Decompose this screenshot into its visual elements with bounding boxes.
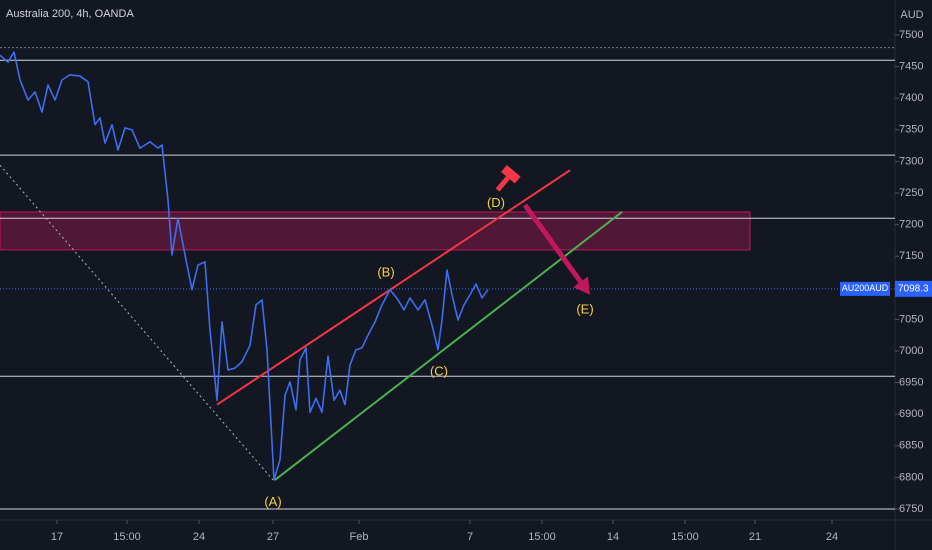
y-tick-label: 6750 bbox=[899, 503, 923, 515]
x-tick-label: 15:00 bbox=[113, 531, 141, 543]
y-tick-label: 6800 bbox=[899, 471, 923, 483]
y-tick-label: 7300 bbox=[899, 155, 923, 167]
symbol-tag-bg bbox=[840, 281, 890, 296]
x-tick-label: 17 bbox=[51, 531, 63, 543]
y-tick-label: 7250 bbox=[899, 187, 923, 199]
y-tick-label: 6900 bbox=[899, 408, 923, 420]
price-line bbox=[0, 51, 489, 481]
y-tick-label: 6850 bbox=[899, 440, 923, 452]
wave-label: (E) bbox=[576, 301, 593, 316]
y-tick-label: 7350 bbox=[899, 124, 923, 136]
y-tick-label: 7450 bbox=[899, 61, 923, 73]
x-tick-label: 15:00 bbox=[528, 531, 556, 543]
x-tick-label: Feb bbox=[350, 531, 369, 543]
y-tick-label: 7150 bbox=[899, 250, 923, 262]
hammer-handle bbox=[495, 176, 510, 192]
x-tick-label: 7 bbox=[467, 531, 473, 543]
wave-label: (D) bbox=[487, 195, 505, 210]
y-tick-label: 7000 bbox=[899, 345, 923, 357]
symbol-tag: AU200AUD bbox=[842, 283, 889, 293]
y-tick-label: 7400 bbox=[899, 92, 923, 104]
x-tick-label: 14 bbox=[607, 531, 619, 543]
wave-label: (C) bbox=[430, 363, 448, 378]
x-tick-label: 24 bbox=[193, 531, 205, 543]
currency-label: AUD bbox=[900, 9, 923, 21]
resistance-zone bbox=[0, 211, 751, 251]
x-tick-label: 24 bbox=[826, 531, 838, 543]
y-tick-label: 6950 bbox=[899, 377, 923, 389]
y-tick-label: 7200 bbox=[899, 219, 923, 231]
current-price-tag: 7098.3 bbox=[898, 284, 929, 295]
hammer-icon bbox=[495, 165, 521, 192]
wave-label: (A) bbox=[264, 494, 281, 509]
x-tick-label: 27 bbox=[267, 531, 279, 543]
current-price-tag-bg bbox=[895, 280, 932, 297]
trendline bbox=[216, 169, 571, 406]
forecast-arrow bbox=[522, 203, 583, 284]
y-tick-label: 7500 bbox=[899, 29, 923, 41]
chart-title: Australia 200, 4h, OANDA bbox=[6, 8, 134, 20]
x-tick-label: 15:00 bbox=[671, 531, 699, 543]
hammer-head bbox=[501, 165, 521, 184]
x-tick-label: 21 bbox=[749, 531, 761, 543]
y-tick-label: 7050 bbox=[899, 313, 923, 325]
forecast-arrow-head bbox=[573, 276, 590, 295]
wave-label: (B) bbox=[377, 265, 394, 280]
